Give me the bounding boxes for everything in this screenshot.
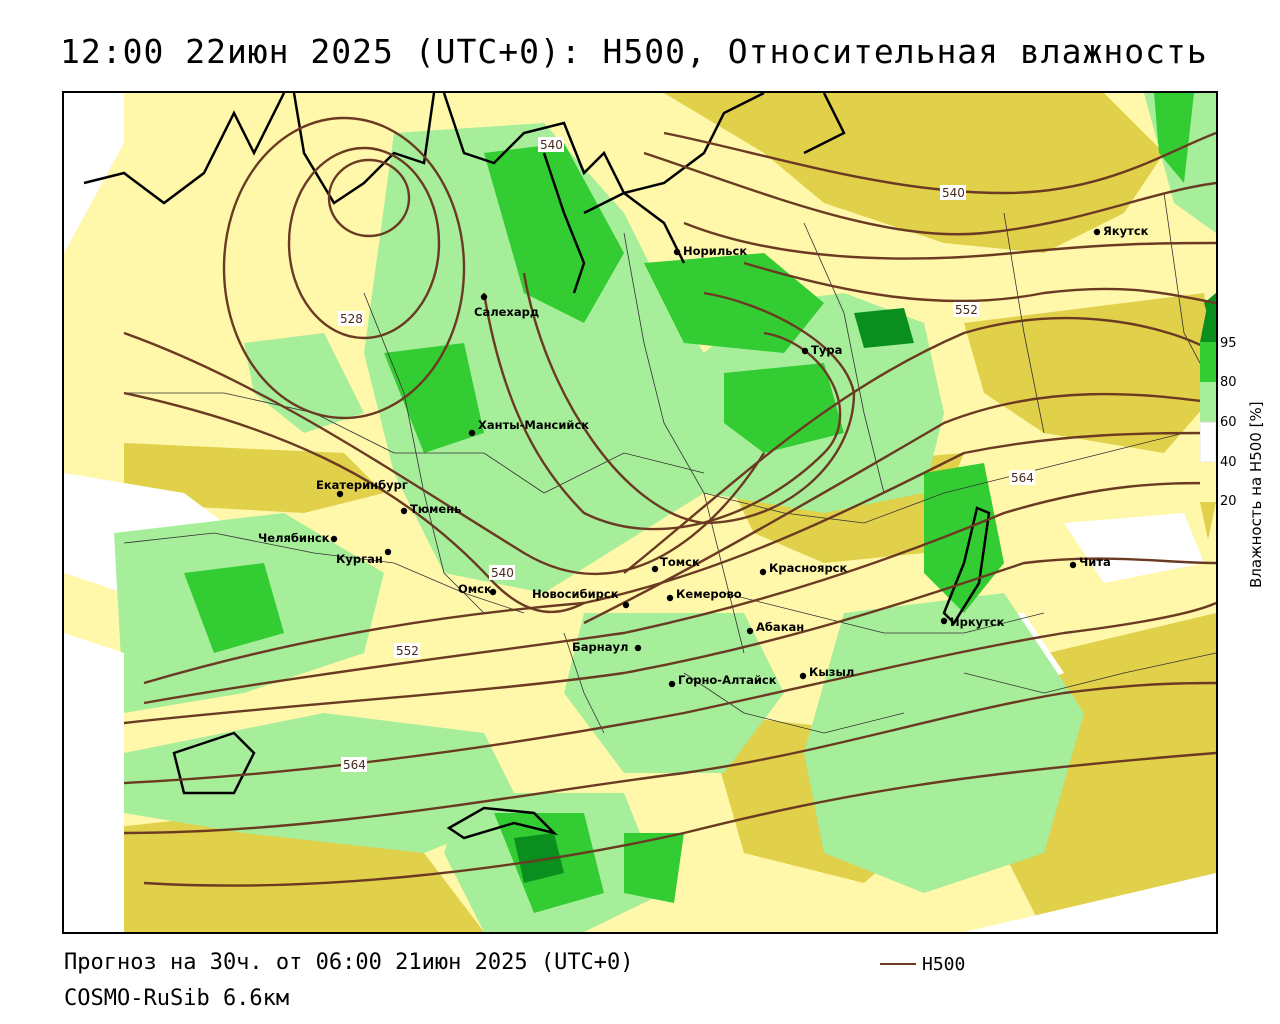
city-label: Тюмень <box>410 502 461 516</box>
city-dot <box>489 588 497 596</box>
city-dot <box>336 490 344 498</box>
colorbar-tick: 95 <box>1220 336 1237 351</box>
city-label: Кемерово <box>676 587 742 601</box>
city-label: Омск <box>458 582 492 596</box>
colorbar-tick: 60 <box>1220 415 1237 430</box>
h500-legend-line <box>880 963 916 965</box>
city-dot <box>666 594 674 602</box>
h500-isohypses <box>123 116 1216 887</box>
map-canvas: 540 540 528 552 564 540 552 564 Норильск… <box>64 93 1216 932</box>
city-label: Курган <box>336 552 383 566</box>
isohypse-label: 540 <box>942 186 965 200</box>
city-dot <box>622 601 630 609</box>
h500-legend-label: H500 <box>922 953 966 975</box>
city-dot <box>400 507 408 515</box>
city-dot <box>668 680 676 688</box>
humid-mid-zones <box>184 93 1194 913</box>
isohypse-label: 564 <box>343 758 366 772</box>
isohypse-label: 552 <box>955 303 978 317</box>
city-label: Иркутск <box>950 615 1005 629</box>
city-label: Якутск <box>1103 224 1149 238</box>
city-dot <box>673 248 681 256</box>
city-label: Ханты-Мансийск <box>478 418 589 432</box>
city-dot <box>1093 228 1101 236</box>
city-label: Кызыл <box>809 665 854 679</box>
city-dot <box>801 347 809 355</box>
isohypse-label: 528 <box>340 312 363 326</box>
outside-domain-sw <box>64 633 124 932</box>
city-dot <box>940 617 948 625</box>
forecast-info: Прогноз на 30ч. от 06:00 21июн 2025 (UTC… <box>64 950 634 975</box>
isohypse-labels: 540 540 528 552 564 540 552 564 <box>338 137 1035 772</box>
outside-domain-se <box>964 873 1216 932</box>
colorbar-title: Влажность на H500 [%] <box>1247 401 1265 588</box>
city-label: Челябинск <box>258 531 330 545</box>
coastlines <box>83 93 991 840</box>
isohypse-label: 564 <box>1011 471 1034 485</box>
city-label: Абакан <box>756 620 804 634</box>
isohypse-label: 540 <box>491 566 514 580</box>
forecast-map: 540 540 528 552 564 540 552 564 Норильск… <box>62 91 1218 934</box>
city-label: Горно-Алтайск <box>678 673 777 687</box>
colorbar-top-arrow <box>1200 302 1216 342</box>
colorbar-tick: 20 <box>1220 494 1237 509</box>
h500-legend: H500 <box>880 952 965 976</box>
city-label: Новосибирск <box>532 587 619 601</box>
model-name: COSMO-RuSib 6.6км <box>64 986 290 1011</box>
city-dot <box>384 548 392 556</box>
colorbar-tick: 40 <box>1220 455 1237 470</box>
city-dot <box>330 535 338 543</box>
isohypse-label: 552 <box>396 644 419 658</box>
city-label: Салехард <box>474 305 539 319</box>
city-label: Норильск <box>683 244 747 258</box>
city-dot <box>759 568 767 576</box>
colorbar-bottom-arrow <box>1200 502 1216 540</box>
city-dot <box>1069 561 1077 569</box>
isohypse-label: 540 <box>540 138 563 152</box>
outside-domain-nw <box>64 93 124 253</box>
city-dot <box>746 627 754 635</box>
city-markers: Норильск Якутск Салехард Тура Ханты-Манс… <box>258 224 1149 688</box>
colorbar-tick: 80 <box>1220 375 1237 390</box>
city-label: Чита <box>1079 555 1111 569</box>
city-dot <box>634 644 642 652</box>
map-title: 12:00 22июн 2025 (UTC+0): H500, Относите… <box>60 32 1208 71</box>
city-label: Екатеринбург <box>316 478 408 492</box>
city-label: Красноярск <box>769 561 847 575</box>
city-dot <box>480 293 488 301</box>
city-label: Барнаул <box>572 640 628 654</box>
city-dot <box>651 565 659 573</box>
humidity-colorbar <box>1200 302 1216 540</box>
city-dot <box>468 429 476 437</box>
city-label: Томск <box>660 555 700 569</box>
city-dot <box>799 672 807 680</box>
city-label: Тура <box>811 343 842 357</box>
